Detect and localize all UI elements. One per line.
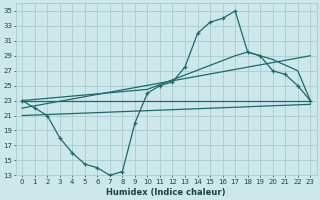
X-axis label: Humidex (Indice chaleur): Humidex (Indice chaleur) (107, 188, 226, 197)
